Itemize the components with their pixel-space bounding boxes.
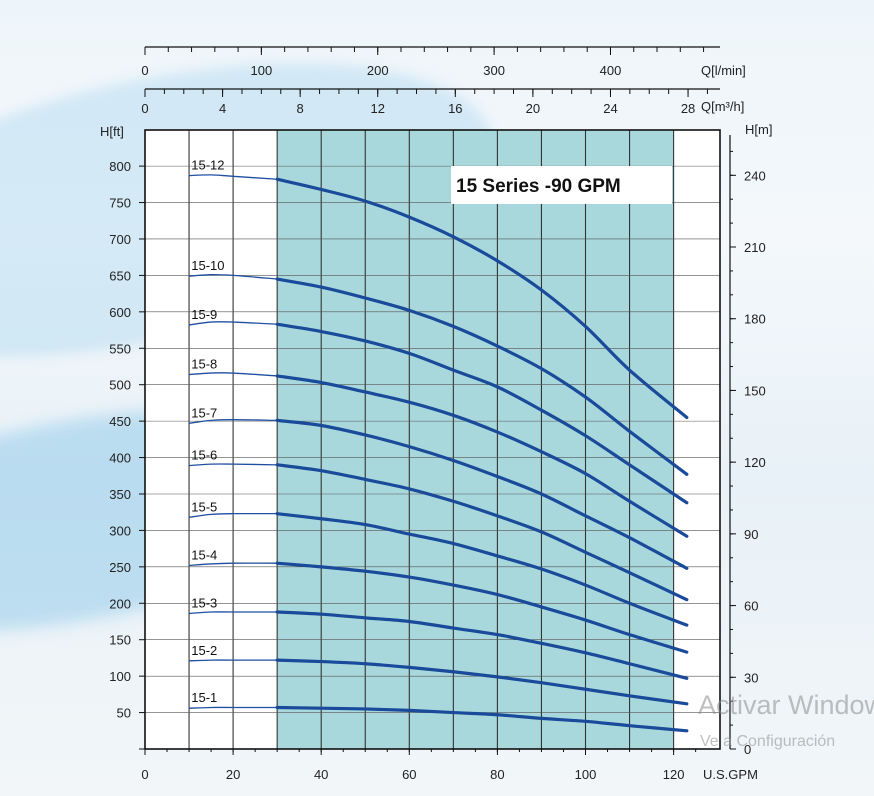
top-lmin-tick-label: 0 xyxy=(141,63,148,78)
right-axis-title: H[m] xyxy=(745,122,772,137)
pump-curve-extension xyxy=(188,419,278,424)
curve-label: 15-5 xyxy=(191,499,217,514)
right-tick-label: 90 xyxy=(744,527,758,542)
grid-lines xyxy=(145,130,720,749)
bottom-tick-label: 100 xyxy=(575,767,597,782)
right-tick-label: 120 xyxy=(744,455,766,470)
top-m3h-tick-label: 8 xyxy=(297,101,304,116)
top-m3h-tick-label: 20 xyxy=(526,101,540,116)
left-tick-label: 450 xyxy=(109,414,131,429)
pump-curve-extension xyxy=(188,321,278,326)
left-tick-label: 200 xyxy=(109,596,131,611)
right-tick-label: 210 xyxy=(744,240,766,255)
left-tick-label: 750 xyxy=(109,196,131,211)
left-tick-label: 650 xyxy=(109,268,131,283)
top-m3h-tick-label: 28 xyxy=(681,101,695,116)
top-axis-m3h-title: Q[m³/h] xyxy=(701,99,744,114)
top-m3h-tick-label: 16 xyxy=(448,101,462,116)
curve-label: 15-8 xyxy=(191,356,217,371)
pump-curve-extension xyxy=(189,659,278,662)
curve-label: 15-7 xyxy=(191,405,217,420)
pump-curve-extension xyxy=(189,562,278,567)
axis-ticks: 0 20 40 60 80 100 1205010015020025030035040045… xyxy=(109,47,766,782)
windows-activation-watermark: Activar Windows xyxy=(698,690,874,720)
pump-curve xyxy=(275,705,689,733)
plot-border xyxy=(144,129,721,750)
curve-labels: 15-12 15-10 15-9 15-8 15-7 15-6 15-5 15-4 15-3 15… xyxy=(191,158,224,706)
left-tick-label: 350 xyxy=(109,487,131,502)
pump-curve xyxy=(275,374,689,538)
curve-label: 15-3 xyxy=(191,595,217,610)
title-box xyxy=(451,166,672,204)
left-tick-label: 600 xyxy=(109,305,131,320)
left-tick-label: 150 xyxy=(109,633,131,648)
windows-activation-watermark-sub: Ve a Configuración xyxy=(700,733,836,750)
pump-curve xyxy=(275,610,689,680)
right-tick-label: 60 xyxy=(744,599,758,614)
pump-curve xyxy=(275,177,689,420)
top-lmin-tick-label: 200 xyxy=(367,63,389,78)
top-lmin-tick-label: 400 xyxy=(600,63,622,78)
top-m3h-tick-label: 24 xyxy=(603,101,617,116)
bottom-tick-label: 80 xyxy=(490,767,504,782)
pump-curve xyxy=(275,658,689,706)
bottom-tick-label: 120 xyxy=(663,767,685,782)
curve-label: 15-1 xyxy=(191,690,217,705)
curve-label: 15-2 xyxy=(191,643,217,658)
left-tick-label: 800 xyxy=(109,159,131,174)
left-tick-label: 300 xyxy=(109,523,131,538)
left-tick-label: 100 xyxy=(109,669,131,684)
curve-label: 15-4 xyxy=(191,547,217,562)
top-lmin-tick-label: 100 xyxy=(251,63,273,78)
pump-curve-extension xyxy=(189,706,278,709)
pump-curve xyxy=(275,277,689,476)
top-m3h-tick-label: 12 xyxy=(371,101,385,116)
pump-curve-extension xyxy=(189,611,278,615)
right-tick-label: 180 xyxy=(744,312,766,327)
bottom-tick-label: 60 xyxy=(402,767,416,782)
pump-curve-extension xyxy=(189,174,278,180)
pump-curve xyxy=(275,512,689,627)
top-lmin-tick-label: 300 xyxy=(483,63,505,78)
bottom-tick-label: 40 xyxy=(314,767,328,782)
right-tick-label: 150 xyxy=(744,383,766,398)
pump-curve-extension xyxy=(189,463,278,467)
curve-label: 15-12 xyxy=(191,158,224,173)
recommended-range-band xyxy=(277,130,674,749)
curve-label: 15-10 xyxy=(191,258,224,273)
plot-frame xyxy=(144,46,731,750)
left-axis-title: H[ft] xyxy=(100,124,124,139)
top-m3h-tick-label: 0 xyxy=(141,101,148,116)
left-tick-label: 700 xyxy=(109,232,131,247)
bottom-tick-label: 20 xyxy=(226,767,240,782)
curve-label: 15-6 xyxy=(191,448,217,463)
pump-curve-extension xyxy=(188,512,278,518)
right-tick-label: 0 xyxy=(744,742,751,757)
top-m3h-tick-label: 4 xyxy=(219,101,226,116)
right-tick-label: 240 xyxy=(744,168,766,183)
pump-curve-extension xyxy=(189,372,278,377)
pump-curve xyxy=(275,418,689,570)
pump-curves xyxy=(188,174,689,733)
bottom-tick-label: 0 xyxy=(141,767,148,782)
left-tick-label: 400 xyxy=(109,451,131,466)
pump-curve xyxy=(275,463,689,602)
pump-curve-extension xyxy=(189,273,278,280)
left-tick-label: 500 xyxy=(109,378,131,393)
left-tick-label: 50 xyxy=(117,706,131,721)
pump-curve xyxy=(275,561,689,654)
left-tick-label: 250 xyxy=(109,560,131,575)
pump-curve xyxy=(275,322,689,505)
chart-title: 15 Series -90 GPM xyxy=(456,176,621,197)
left-tick-label: 550 xyxy=(109,341,131,356)
curve-label: 15-9 xyxy=(191,307,217,322)
right-tick-label: 30 xyxy=(744,670,758,685)
bottom-axis-title: U.S.GPM xyxy=(703,767,758,782)
top-axis-lmin-title: Q[l/min] xyxy=(701,63,746,78)
